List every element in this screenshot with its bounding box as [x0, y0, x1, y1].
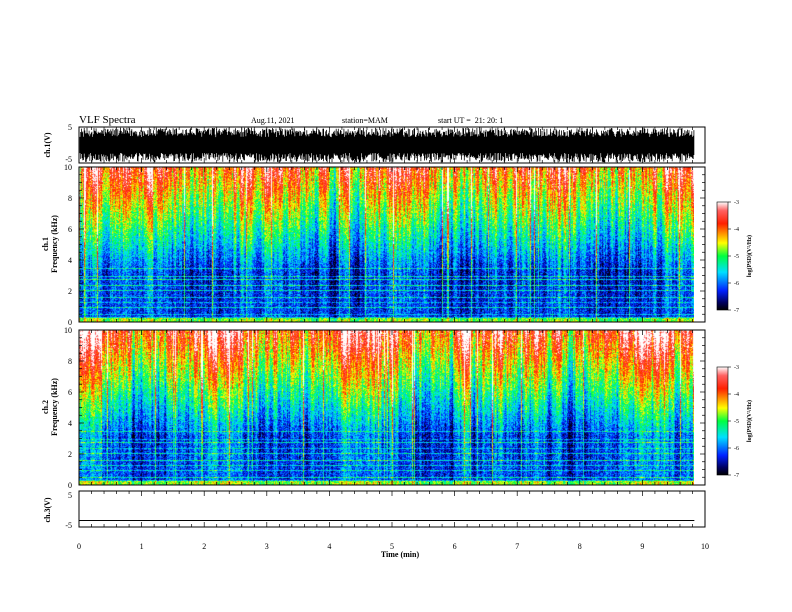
colorbar-tick-label: -6 [734, 446, 739, 452]
colorbar-tick-label: -4 [734, 392, 739, 398]
ch1-waveform-ylabel: ch.1(V) [43, 132, 52, 157]
colorbar-tick-label: -5 [734, 254, 739, 260]
frequency-tick-label: 2 [68, 287, 72, 296]
colorbar-tick-label: -4 [734, 227, 739, 233]
frequency-tick-label: 4 [68, 256, 72, 265]
ch2-colorbar-gradient [716, 366, 729, 476]
ch1-spectrogram-yticks: 0 2 4 6 8 10 [64, 163, 705, 327]
frequency-tick-label: 8 [68, 357, 72, 366]
time-tick-label: 3 [265, 542, 269, 551]
colorbar-tick-label: -7 [734, 473, 739, 479]
frequency-tick-label: 6 [68, 388, 72, 397]
ch2-spectrogram-xticks [78, 330, 706, 485]
ch3-waveform-frame [78, 490, 706, 528]
time-tick-label: 4 [327, 542, 331, 551]
ch3-waveform-xticks [78, 491, 706, 527]
frequency-tick-label: 0 [68, 318, 72, 327]
ch1-spectrogram-xticks [78, 167, 706, 322]
start-time-label: start UT = 21: 20: 1 [438, 116, 503, 125]
time-axis-label: Time (min) [381, 550, 420, 559]
spectrogram-raster [79, 330, 694, 485]
ch2-spectrogram-panel: 0 2 4 6 8 10 ch.2 Frequency (kHz) [41, 326, 706, 490]
ch3-waveform-ylabel: ch.3(V) [43, 497, 52, 522]
time-tick-label: 0 [77, 542, 81, 551]
ch1-waveform-path [79, 127, 695, 163]
ch1-colorbar: -3 -4 -5 -6 -7 log(PSD)(V²/Hz) [716, 200, 753, 314]
time-tick-label: 6 [453, 542, 457, 551]
frequency-tick-label: 8 [68, 194, 72, 203]
ch1-spectrogram-ylabel-channel: ch.1 [41, 237, 50, 251]
ch3-ytick-top: 5 [68, 491, 72, 500]
frequency-tick-label: 6 [68, 225, 72, 234]
frequency-tick-label: 0 [68, 481, 72, 490]
time-tick-label: 9 [640, 542, 644, 551]
ch2-colorbar: -3 -4 -5 -6 -7 log(PSD)(V²/Hz) [716, 365, 753, 479]
figure-title: VLF Spectra [79, 114, 136, 126]
frequency-tick-label: 4 [68, 419, 72, 428]
ch1-spectrogram-image [79, 167, 694, 322]
ch2-spectrogram-ylabel-channel: ch.2 [41, 400, 50, 414]
date-label: Aug.11, 2021 [251, 116, 294, 125]
colorbar-tick-label: -5 [734, 419, 739, 425]
time-tick-label: 7 [515, 542, 519, 551]
time-tick-label: 2 [202, 542, 206, 551]
time-axis-tick-labels: 0 1 2 3 4 5 6 7 8 9 10 [77, 542, 709, 551]
time-tick-label: 8 [578, 542, 582, 551]
time-tick-label: 10 [701, 542, 709, 551]
frequency-tick-label: 10 [64, 326, 72, 335]
time-tick-label: 1 [140, 542, 144, 551]
frequency-tick-label: 2 [68, 450, 72, 459]
time-tick-label: 5 [390, 542, 394, 551]
ch2-spectrogram-yticks: 0 2 4 6 8 10 [64, 326, 705, 490]
ch1-waveform-xticks [78, 127, 706, 163]
ch1-waveform-panel: 5 -5 ch.1(V) [43, 123, 706, 164]
spectrogram-raster [79, 167, 694, 322]
ch1-colorbar-label: log(PSD)(V²/Hz) [746, 235, 753, 277]
ch1-waveform-trace [79, 127, 695, 163]
ch1-colorbar-ticks: -3 -4 -5 -6 -7 [728, 200, 739, 314]
ch1-colorbar-gradient [716, 201, 729, 311]
ch1-ytick-top: 5 [68, 123, 72, 132]
station-label: station=MAM [342, 116, 388, 125]
ch3-ytick-bottom: -5 [65, 521, 72, 530]
frequency-tick-label: 10 [64, 163, 72, 172]
ch2-colorbar-label: log(PSD)(V²/Hz) [746, 400, 753, 442]
ch2-spectrogram-image [79, 330, 694, 485]
colorbar-tick-label: -6 [734, 281, 739, 287]
ch3-waveform-panel: 5 -5 ch.3(V) [43, 490, 706, 530]
ch1-ytick-bottom: -5 [65, 155, 72, 164]
colorbar-tick-label: -3 [734, 200, 739, 206]
ch2-spectrogram-ylabel-frequency: Frequency (kHz) [50, 378, 59, 436]
ch1-spectrogram-panel: 0 2 4 6 8 10 ch.1 Frequency (kHz) [41, 163, 706, 327]
ch1-spectrogram-ylabel-frequency: Frequency (kHz) [50, 215, 59, 273]
colorbar-tick-label: -3 [734, 365, 739, 371]
ch2-colorbar-ticks: -3 -4 -5 -6 -7 [728, 365, 739, 479]
colorbar-tick-label: -7 [734, 308, 739, 314]
